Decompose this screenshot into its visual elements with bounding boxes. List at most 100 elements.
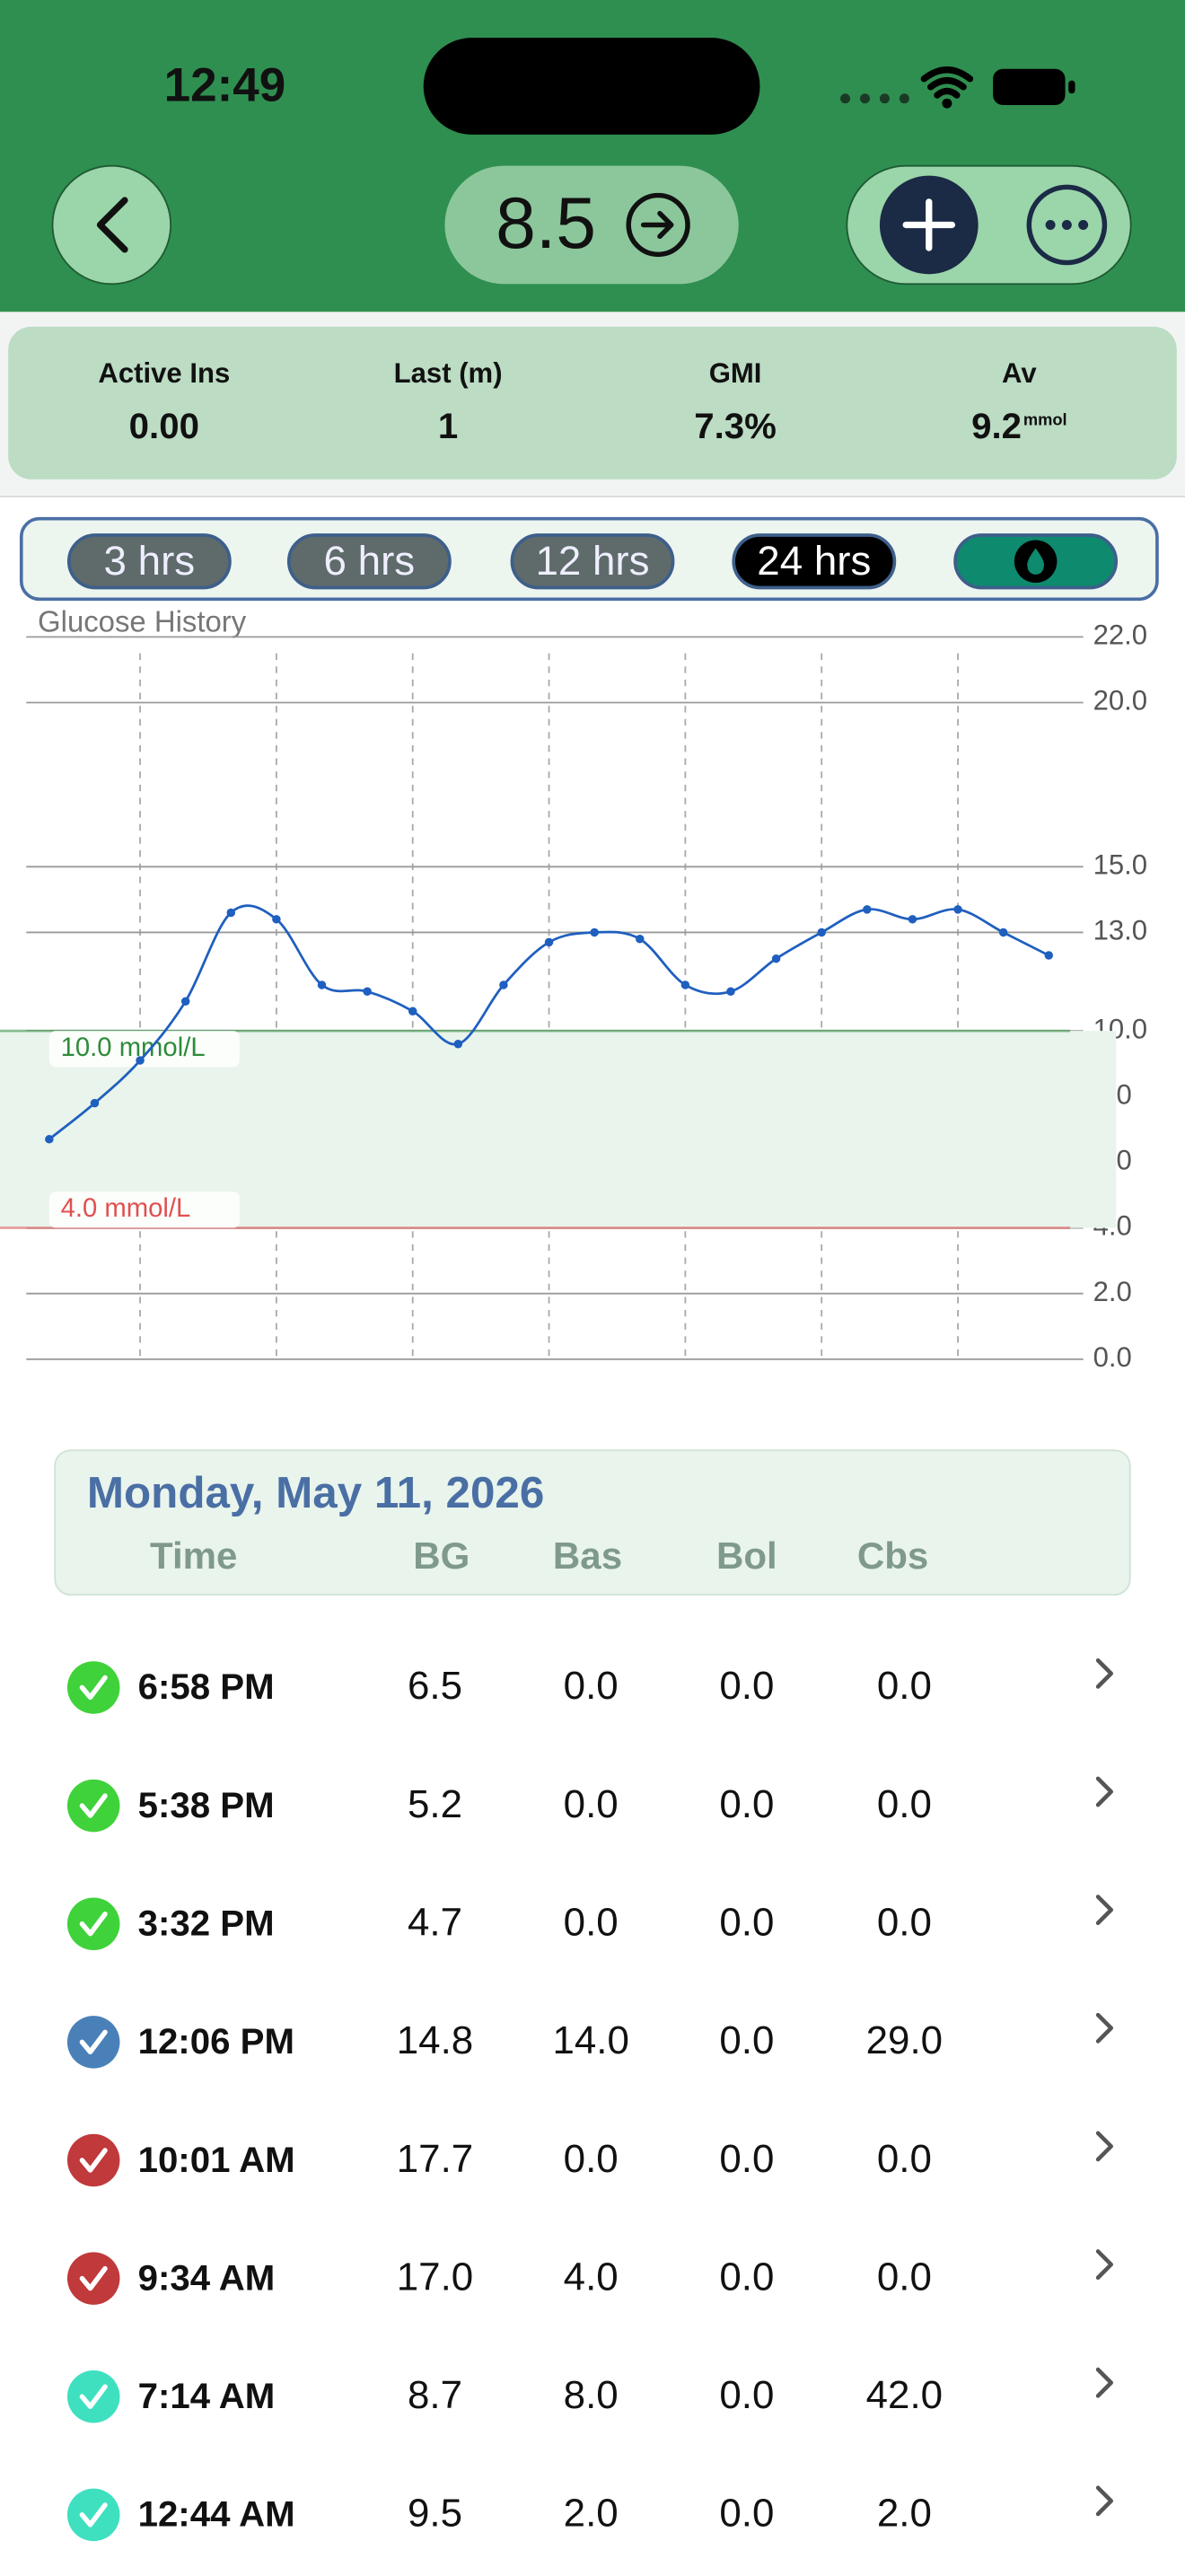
stat-label: GMI bbox=[708, 357, 762, 390]
status-icon bbox=[66, 2016, 120, 2069]
status-icon bbox=[66, 1897, 120, 1950]
glucose-point bbox=[998, 928, 1008, 937]
entry-cell: 17.0 bbox=[396, 2255, 474, 2300]
row-chevron[interactable] bbox=[1093, 1773, 1117, 1817]
entry-time: 12:06 PM bbox=[137, 2020, 294, 2062]
entry-cell: 4.0 bbox=[563, 2255, 619, 2300]
status-icon bbox=[66, 2369, 120, 2423]
check bbox=[79, 2029, 108, 2055]
chevron bbox=[1095, 2131, 1114, 2162]
glucose-point bbox=[771, 954, 781, 963]
log-date: Monday, May 11, 2026 bbox=[86, 1468, 545, 1518]
entry-cell: 0.0 bbox=[719, 2255, 775, 2300]
row-chevron[interactable] bbox=[1093, 2246, 1117, 2290]
range-button[interactable]: 24 hrs bbox=[732, 533, 897, 590]
entry-cell: 0.0 bbox=[563, 1901, 619, 1946]
row-chevron[interactable] bbox=[1093, 2365, 1117, 2409]
glucose-point bbox=[908, 915, 917, 924]
check bbox=[79, 2265, 108, 2291]
entry-cell: 4.7 bbox=[407, 1901, 462, 1946]
entry-cell: 0.0 bbox=[563, 2137, 619, 2182]
glucose-point bbox=[90, 1098, 100, 1108]
stat-value: 9.2 mmol bbox=[971, 405, 1067, 447]
entry-cell: 29.0 bbox=[865, 2018, 944, 2064]
entry-cell: 2.0 bbox=[563, 2492, 619, 2536]
check bbox=[79, 1793, 108, 1818]
range-button[interactable]: 6 hrs bbox=[286, 533, 452, 590]
check bbox=[79, 1675, 108, 1701]
stat-unit: mmol bbox=[1023, 411, 1067, 430]
glucose-point bbox=[363, 987, 372, 997]
chevron bbox=[1095, 2485, 1114, 2517]
check bbox=[79, 2502, 108, 2528]
y-tick-label: 22.0 bbox=[1093, 620, 1148, 651]
entry-cell: 0.0 bbox=[719, 1782, 775, 1827]
glucose-point bbox=[408, 1007, 417, 1015]
glucose-point bbox=[317, 980, 327, 989]
status-icons bbox=[840, 66, 1075, 109]
entry-cell: 0.0 bbox=[876, 1782, 932, 1827]
entry-cell: 9.5 bbox=[407, 2492, 462, 2536]
entry-cell: 8.7 bbox=[407, 2373, 462, 2419]
range-button[interactable]: 3 hrs bbox=[66, 533, 232, 590]
chevron bbox=[1095, 2012, 1114, 2044]
glucose-point bbox=[544, 937, 554, 947]
entry-cell: 0.0 bbox=[563, 1664, 619, 1710]
status-icon bbox=[66, 1661, 120, 1714]
stats-card bbox=[8, 326, 1177, 479]
entry-cell: 14.0 bbox=[552, 2018, 629, 2064]
row-chevron[interactable] bbox=[1093, 1892, 1117, 1936]
entry-cell: 0.0 bbox=[876, 2137, 932, 2182]
entry-cell: 0.0 bbox=[876, 1664, 932, 1710]
glucose-point bbox=[1044, 951, 1054, 960]
entry-cell: 5.2 bbox=[407, 1782, 462, 1827]
entry-cell: 0.0 bbox=[719, 1664, 775, 1710]
glucose-point bbox=[726, 987, 735, 997]
entry-time: 7:14 AM bbox=[137, 2375, 276, 2417]
entry-cell: 0.0 bbox=[719, 2492, 775, 2536]
back-button[interactable] bbox=[51, 164, 172, 286]
glucose-point bbox=[136, 1056, 145, 1065]
entry-time: 12:44 AM bbox=[137, 2493, 295, 2535]
glucose-point bbox=[453, 1040, 463, 1049]
row-chevron[interactable] bbox=[1093, 2010, 1117, 2054]
dynamic-island bbox=[423, 38, 760, 135]
log-header-card bbox=[54, 1449, 1131, 1596]
check bbox=[79, 1911, 108, 1937]
entry-cell: 8.0 bbox=[563, 2373, 619, 2419]
stat-label: Active Ins bbox=[98, 357, 231, 390]
chevron bbox=[1095, 1895, 1114, 1926]
entry-cell: 0.0 bbox=[719, 2373, 775, 2419]
entry-cell: 0.0 bbox=[876, 1901, 932, 1946]
entry-time: 5:38 PM bbox=[137, 1784, 275, 1826]
glucose-point bbox=[863, 905, 872, 914]
row-chevron[interactable] bbox=[1093, 2483, 1117, 2527]
header-controls bbox=[51, 164, 1132, 286]
status-icon bbox=[66, 2133, 120, 2187]
glucose-point bbox=[272, 915, 281, 924]
entry-cell: 0.0 bbox=[876, 2255, 932, 2300]
y-tick-label: 0.0 bbox=[1093, 1341, 1132, 1373]
target-label: 4.0 mmol/L bbox=[61, 1194, 191, 1223]
row-chevron[interactable] bbox=[1093, 1656, 1117, 1700]
stat-label: Last (m) bbox=[393, 357, 503, 390]
check bbox=[79, 2384, 108, 2409]
chevron bbox=[1095, 2367, 1114, 2398]
glucose-point bbox=[180, 997, 190, 1006]
add-button[interactable] bbox=[879, 175, 979, 275]
glucose-chart: Glucose History 0.02.04.06.08.010.013.01… bbox=[0, 607, 1148, 1373]
entry-cell: 6.5 bbox=[407, 1664, 462, 1710]
chevron bbox=[1095, 1776, 1114, 1807]
y-tick-label: 13.0 bbox=[1093, 915, 1148, 946]
row-chevron[interactable] bbox=[1093, 2128, 1117, 2172]
glucose-point bbox=[590, 928, 599, 937]
meter-button[interactable] bbox=[953, 533, 1119, 590]
more-button[interactable] bbox=[1026, 184, 1108, 266]
chevron bbox=[1095, 1657, 1114, 1689]
glucose-point bbox=[953, 905, 962, 914]
status-icon bbox=[66, 2252, 120, 2305]
glucose-point bbox=[636, 935, 645, 944]
range-button[interactable]: 12 hrs bbox=[510, 533, 675, 590]
stat-value: 7.3% bbox=[694, 405, 777, 447]
